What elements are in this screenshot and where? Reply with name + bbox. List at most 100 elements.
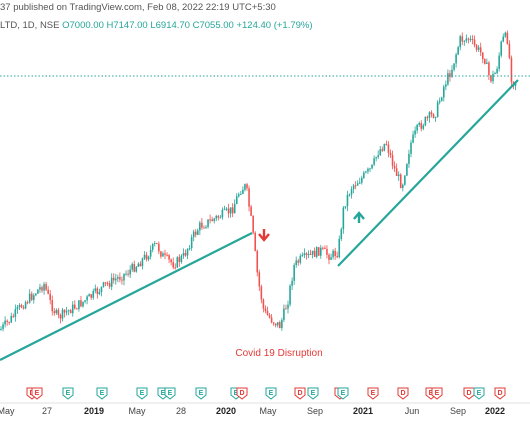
svg-text:E: E bbox=[311, 390, 316, 397]
candle bbox=[438, 97, 441, 105]
earnings-icon[interactable]: E bbox=[195, 387, 207, 400]
candle bbox=[481, 52, 484, 64]
candle bbox=[334, 247, 336, 260]
candle bbox=[123, 273, 125, 286]
dividend-icon[interactable]: D bbox=[397, 387, 409, 400]
candle bbox=[184, 249, 187, 257]
candle bbox=[67, 309, 70, 316]
dividend-icon[interactable]: D bbox=[294, 387, 306, 400]
candle bbox=[121, 276, 123, 285]
earnings-icon[interactable]: E bbox=[136, 387, 148, 400]
candle bbox=[156, 242, 158, 245]
candle bbox=[291, 277, 293, 291]
candle bbox=[30, 291, 33, 302]
candle bbox=[389, 149, 392, 159]
candle bbox=[240, 190, 242, 196]
candle bbox=[299, 253, 302, 265]
candle bbox=[352, 183, 355, 194]
earnings-icon[interactable]: E bbox=[164, 387, 176, 400]
candle bbox=[145, 251, 148, 262]
earnings-icon[interactable]: E bbox=[307, 387, 319, 400]
candle bbox=[379, 146, 382, 156]
candle bbox=[486, 58, 488, 65]
candle bbox=[125, 270, 127, 276]
svg-text:D: D bbox=[239, 390, 244, 397]
candle bbox=[330, 253, 332, 260]
dividend-icon[interactable]: D bbox=[494, 387, 506, 400]
candle bbox=[209, 214, 211, 224]
candle bbox=[33, 293, 35, 304]
candle bbox=[127, 269, 129, 277]
trendline-1[interactable] bbox=[0, 232, 253, 361]
candle bbox=[354, 181, 357, 190]
earnings-icon[interactable]: E bbox=[337, 387, 349, 400]
candle bbox=[231, 203, 234, 218]
x-axis-label: 27 bbox=[42, 406, 52, 416]
candle bbox=[361, 175, 363, 185]
candle bbox=[264, 305, 267, 314]
candle bbox=[117, 274, 119, 283]
candle bbox=[63, 309, 66, 318]
candle bbox=[303, 248, 306, 259]
change-value: +124.40 (+1.79%) bbox=[236, 20, 313, 31]
candle bbox=[399, 173, 402, 189]
candle bbox=[465, 34, 468, 43]
x-axis-label: May bbox=[259, 406, 277, 416]
candle bbox=[197, 228, 199, 236]
candle bbox=[258, 269, 261, 291]
candle bbox=[246, 182, 248, 191]
earnings-icon[interactable]: E bbox=[96, 387, 108, 400]
candle bbox=[131, 262, 133, 272]
candle bbox=[367, 167, 369, 174]
candle bbox=[221, 207, 224, 220]
candle bbox=[217, 214, 220, 221]
candle bbox=[80, 296, 82, 308]
close-value: C7055.00 bbox=[192, 20, 234, 31]
event-markers[interactable]: DEEEEEEEEDEDEEEEDEEDED bbox=[26, 387, 506, 400]
candle bbox=[381, 146, 384, 152]
earnings-icon[interactable]: E bbox=[265, 387, 277, 400]
candle bbox=[219, 214, 222, 219]
candle bbox=[158, 241, 160, 255]
candle bbox=[24, 300, 27, 310]
candle bbox=[262, 298, 265, 313]
candle bbox=[281, 317, 283, 331]
candlestick-series bbox=[0, 30, 517, 332]
candle bbox=[492, 70, 494, 85]
candle bbox=[320, 244, 322, 259]
candle bbox=[53, 307, 56, 316]
candle bbox=[346, 190, 349, 212]
candle bbox=[475, 43, 478, 53]
candle bbox=[0, 326, 2, 331]
candle bbox=[225, 207, 228, 211]
candle bbox=[266, 306, 269, 316]
dividend-icon[interactable]: D bbox=[463, 387, 475, 400]
candle bbox=[174, 263, 177, 270]
candle bbox=[358, 177, 361, 184]
candle bbox=[418, 121, 420, 127]
candle bbox=[272, 321, 275, 326]
dividend-icon[interactable]: D bbox=[236, 387, 248, 400]
candle bbox=[35, 292, 37, 297]
candle bbox=[371, 164, 373, 170]
candle bbox=[301, 252, 304, 257]
candle bbox=[190, 234, 193, 251]
candle bbox=[143, 251, 146, 260]
candle bbox=[279, 320, 281, 329]
earnings-icon[interactable]: E bbox=[431, 387, 443, 400]
candle bbox=[445, 80, 447, 91]
candle bbox=[28, 289, 31, 304]
candle bbox=[430, 110, 433, 118]
candle bbox=[447, 69, 449, 86]
earnings-icon[interactable]: E bbox=[31, 387, 43, 400]
candle bbox=[229, 207, 232, 218]
candle bbox=[96, 286, 99, 299]
candle bbox=[377, 150, 379, 160]
x-axis-label: May bbox=[128, 406, 146, 416]
earnings-icon[interactable]: E bbox=[367, 387, 379, 400]
trendline-2[interactable] bbox=[337, 79, 519, 267]
candle bbox=[149, 245, 152, 260]
earnings-icon[interactable]: E bbox=[62, 387, 74, 400]
earnings-icon[interactable]: E bbox=[473, 387, 485, 400]
